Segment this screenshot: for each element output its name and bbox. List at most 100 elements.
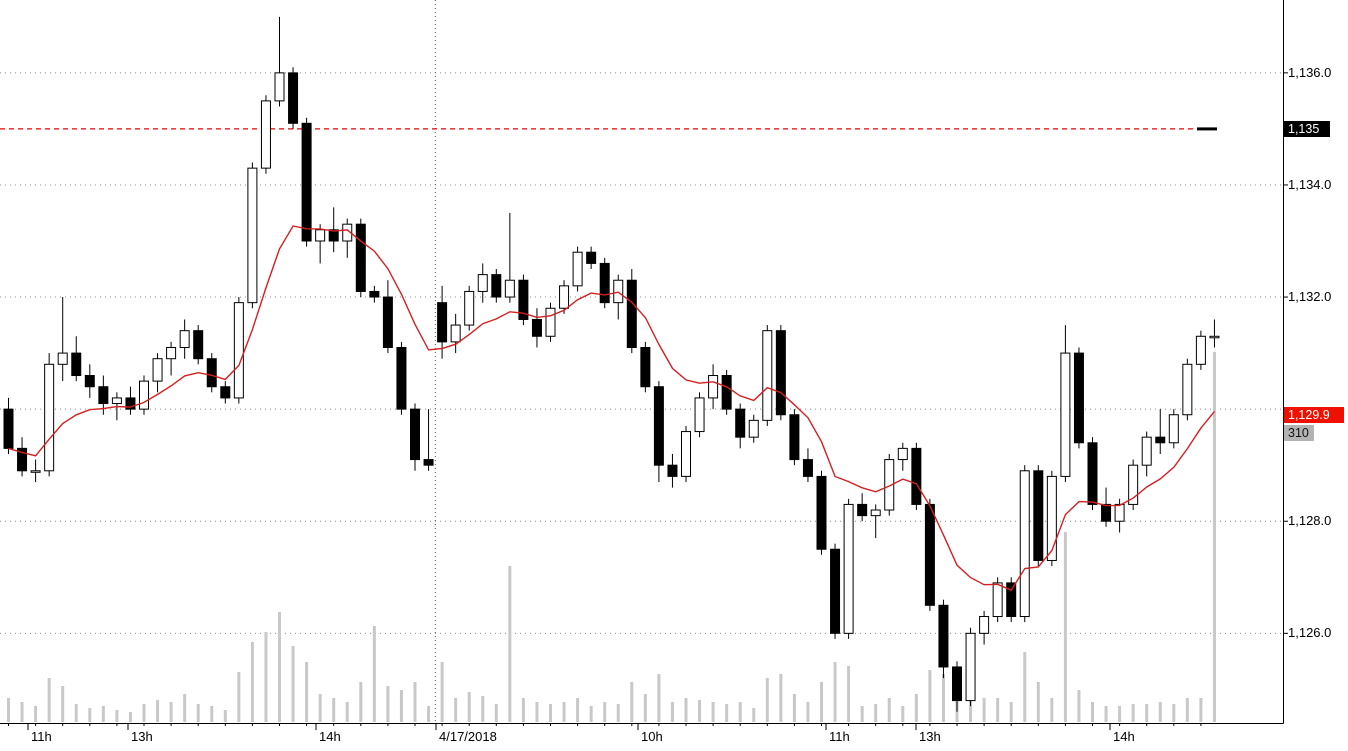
volume-bar xyxy=(47,678,51,722)
candle-body xyxy=(71,352,82,377)
candle-body xyxy=(139,380,149,410)
volume-bar xyxy=(806,702,810,722)
volume-bar xyxy=(643,694,647,722)
candle-body xyxy=(843,503,854,634)
candle-body xyxy=(667,464,678,477)
candle-body xyxy=(735,408,746,438)
volume-bar xyxy=(88,708,92,722)
candle-body xyxy=(640,346,651,388)
volume-bar xyxy=(901,706,905,722)
volume-bar xyxy=(142,704,146,722)
candle-body xyxy=(816,475,827,550)
candle-body xyxy=(1087,442,1098,505)
candle-body xyxy=(274,72,285,102)
volume-bar xyxy=(1199,698,1203,722)
volume-bar xyxy=(535,702,539,722)
volume-bar xyxy=(616,704,620,722)
candle-body xyxy=(789,414,800,461)
candle-body xyxy=(423,459,434,466)
candle-body xyxy=(260,100,271,169)
candle-body xyxy=(965,632,976,702)
volume-bar xyxy=(372,626,376,722)
volume-bar xyxy=(115,710,119,722)
volume-bar xyxy=(765,678,769,722)
volume-bar xyxy=(128,712,132,722)
volume-bar xyxy=(1172,704,1176,722)
volume-bar xyxy=(779,674,783,722)
volume-bar xyxy=(860,706,864,722)
volume-bar xyxy=(34,706,38,722)
candle-body xyxy=(301,122,312,242)
x-axis-tick-label: 11h xyxy=(829,729,850,744)
candle-body xyxy=(694,397,705,433)
volume-bar xyxy=(562,702,566,722)
counter-label: 310 xyxy=(1284,424,1314,441)
volume-bar xyxy=(1063,532,1067,722)
candle-body xyxy=(1073,352,1084,444)
candle-body xyxy=(166,346,177,360)
candle-body xyxy=(288,72,299,124)
candle-body xyxy=(708,375,719,399)
volume-bar xyxy=(278,612,281,722)
alert-price-label[interactable]: 1,135 xyxy=(1284,120,1330,137)
x-axis-tick-label: 14h xyxy=(1113,729,1135,744)
volume-bar xyxy=(1131,704,1135,722)
candle-body xyxy=(111,397,122,405)
candle-body xyxy=(450,324,461,343)
candle-body xyxy=(938,604,949,668)
candle-body xyxy=(1182,363,1193,416)
candle-body xyxy=(233,302,244,399)
volume-bar xyxy=(1050,698,1054,722)
candle-body xyxy=(1033,470,1044,561)
volume-bar xyxy=(1009,702,1013,722)
volume-bar xyxy=(7,698,10,722)
candle-body xyxy=(626,279,637,348)
volume-bar xyxy=(74,704,78,722)
volume-bar xyxy=(223,710,227,722)
volume-bar xyxy=(427,706,431,722)
price-alert-handle[interactable] xyxy=(1197,127,1217,131)
candle-body xyxy=(613,279,624,304)
x-axis-tick-label: 10h xyxy=(641,729,663,744)
volume-bar xyxy=(61,686,65,722)
volume-bar xyxy=(169,702,173,722)
candle-body xyxy=(586,251,597,264)
volume-bar xyxy=(738,702,742,722)
volume-bar xyxy=(1118,706,1122,722)
volume-bar xyxy=(521,698,525,722)
volume-bar xyxy=(630,682,634,722)
candle-body xyxy=(857,503,868,517)
candle-body xyxy=(504,279,515,298)
candle-body xyxy=(802,459,813,477)
volume-bar xyxy=(576,698,580,722)
candle-body xyxy=(3,408,14,449)
candle-body xyxy=(315,229,326,242)
candle-body xyxy=(17,447,28,472)
x-axis-tick-label: 13h xyxy=(131,729,153,744)
volume-bar xyxy=(332,698,336,722)
volume-bar xyxy=(305,662,309,722)
volume-bar xyxy=(603,702,607,722)
candle-body xyxy=(830,548,841,634)
candle-body xyxy=(125,397,136,410)
volume-bar xyxy=(657,674,661,722)
candle-body xyxy=(44,363,55,472)
x-axis-tick-label: 14h xyxy=(319,729,341,744)
candle-body xyxy=(437,302,448,343)
volume-bar xyxy=(874,704,878,722)
candle-body xyxy=(545,307,556,337)
candle-body xyxy=(884,459,895,511)
volume-bar xyxy=(1158,702,1162,722)
y-axis-tick-label: 1,136.0 xyxy=(1288,64,1332,80)
volume-bar xyxy=(698,700,702,722)
volume-bar xyxy=(711,702,715,722)
volume-bar xyxy=(101,706,105,722)
volume-bar xyxy=(413,682,417,722)
volume-bar xyxy=(250,642,254,722)
candle-body xyxy=(653,386,664,466)
x-axis-tick-label: 11h xyxy=(31,729,52,744)
candle-body xyxy=(179,330,190,348)
volume-bar xyxy=(1212,352,1216,722)
